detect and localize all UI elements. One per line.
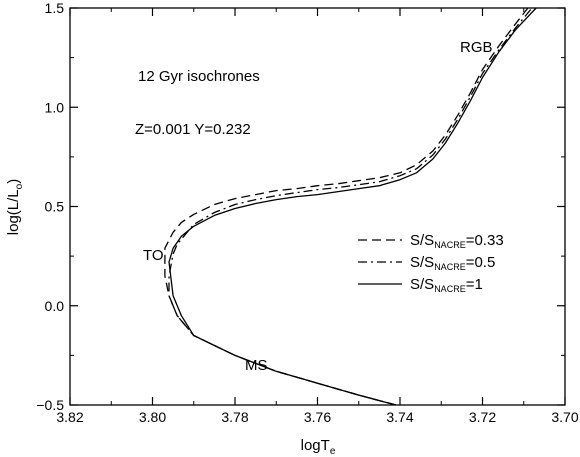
y-tick-label: 0.5 — [45, 199, 65, 215]
series-line-1 — [168, 8, 537, 405]
x-tick-label: 3.76 — [304, 409, 331, 425]
y-tick-label: 1.5 — [45, 0, 65, 16]
annotation-rgb: RGB — [460, 39, 493, 56]
annotation-to: TO — [143, 247, 164, 264]
x-tick-label: 3.70 — [551, 409, 578, 425]
x-tick-label: 3.80 — [139, 409, 166, 425]
legend-label-0.5: S/SNACRE=0.5 — [410, 254, 495, 272]
y-tick-label: 1.0 — [45, 99, 65, 115]
legend: S/SNACRE=0.33 S/SNACRE=0.5 S/SNACRE=1 — [358, 232, 504, 294]
series-line-0.33 — [164, 8, 529, 405]
x-tick-label: 3.82 — [56, 409, 83, 425]
y-axis-label: log(L/Lo) — [5, 179, 25, 235]
series-line-0.5 — [168, 8, 533, 405]
x-axis-label: logTe — [301, 437, 336, 457]
ticks-layer: 3.82 3.80 3.78 3.76 3.74 3.72 3.70 −0.5 0.0 0.5 1.… — [36, 0, 578, 425]
annotation-age: 12 Gyr isochrones — [138, 68, 260, 85]
legend-label-0.33: S/SNACRE=0.33 — [410, 232, 504, 250]
series-layer — [164, 8, 537, 405]
x-tick-label: 3.74 — [386, 409, 413, 425]
legend-label-1: S/SNACRE=1 — [410, 276, 483, 294]
x-tick-label: 3.78 — [221, 409, 248, 425]
annotation-composition: Z=0.001 Y=0.232 — [135, 121, 251, 138]
y-tick-label: 0.0 — [45, 298, 65, 314]
y-tick-label: −0.5 — [36, 397, 64, 413]
annotation-ms: MS — [245, 357, 268, 374]
x-tick-label: 3.72 — [469, 409, 496, 425]
